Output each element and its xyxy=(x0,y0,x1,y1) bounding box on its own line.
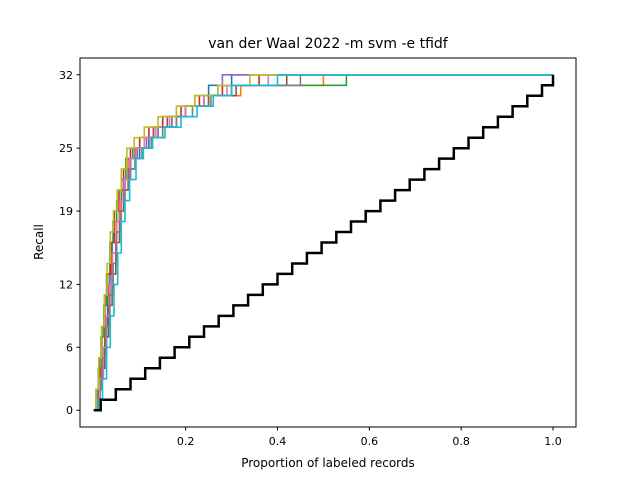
recall-curve-10 xyxy=(93,74,553,411)
x-tick-label: 0.8 xyxy=(452,435,470,448)
x-axis-label: Proportion of labeled records xyxy=(241,456,415,470)
y-tick-label: 12 xyxy=(59,278,73,291)
x-tick-label: 0.6 xyxy=(361,435,379,448)
y-tick-label: 0 xyxy=(66,404,73,417)
y-tick-label: 32 xyxy=(59,69,73,82)
y-tick-label: 25 xyxy=(59,142,73,155)
x-axis: 0.2 0.4 0.6 0.8 1.0 xyxy=(177,427,562,448)
x-tick-label: 1.0 xyxy=(544,435,562,448)
y-axis: 0 6 12 19 25 32 xyxy=(59,69,80,417)
plot-frame xyxy=(79,57,577,428)
random-baseline-line xyxy=(93,74,555,412)
y-tick-label: 6 xyxy=(66,341,73,354)
series-layer xyxy=(93,74,555,412)
x-tick-label: 0.2 xyxy=(177,435,195,448)
y-tick-label: 19 xyxy=(59,205,73,218)
chart-title: van der Waal 2022 -m svm -e tfidf xyxy=(208,36,449,52)
x-tick-label: 0.4 xyxy=(269,435,287,448)
recall-curve-9 xyxy=(93,74,553,411)
y-axis-label: Recall xyxy=(32,224,46,260)
